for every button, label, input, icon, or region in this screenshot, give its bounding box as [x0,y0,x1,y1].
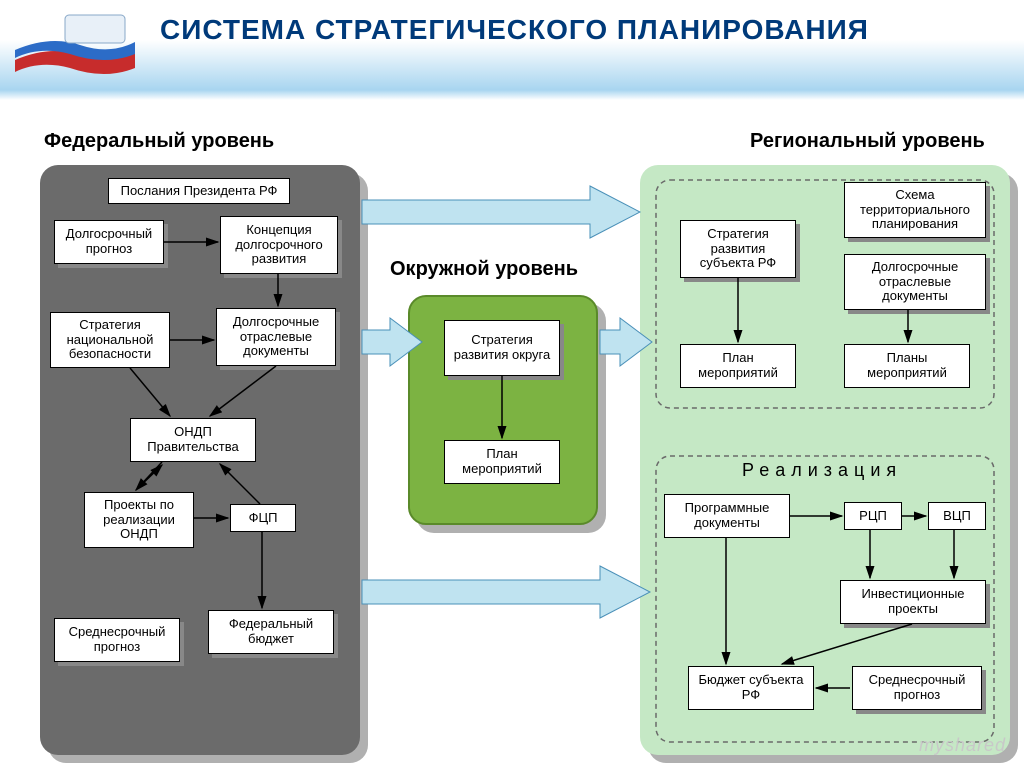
logo [10,10,140,80]
box-ondp: ОНДП Правительства [130,418,256,462]
box-district-plan: План мероприятий [444,440,560,484]
box-mid-forecast: Среднесрочный прогноз [54,618,180,662]
district-level-label: Окружной уровень [390,258,578,281]
box-ondp-projects: Проекты по реализации ОНДП [84,492,194,548]
box-reg-plan1: План мероприятий [680,344,796,388]
box-long-sector: Долгосрочные отраслевые документы [216,308,336,366]
header: 2 СИСТЕМА СТРАТЕГИЧЕСКОГО ПЛАНИРОВАНИЯ [0,0,1024,100]
box-fcp: ФЦП [230,504,296,532]
box-invest-projects: Инвестиционные проекты [840,580,986,624]
diagram-canvas: Федеральный уровень Окружной уровень Рег… [0,100,1024,768]
page-title: СИСТЕМА СТРАТЕГИЧЕСКОГО ПЛАНИРОВАНИЯ [160,14,869,46]
box-territorial-plan: Схема территориального планирования [844,182,986,238]
box-reg-long-sector: Долгосрочные отраслевые документы [844,254,986,310]
box-vcp: ВЦП [928,502,986,530]
watermark: myshared [919,735,1006,756]
box-rcp: РЦП [844,502,902,530]
box-reg-plan2: Планы мероприятий [844,344,970,388]
box-long-forecast: Долгосрочный прогноз [54,220,164,264]
box-subject-strategy: Стратегия развития субъекта РФ [680,220,796,278]
realization-label: Реализация [742,460,902,481]
regional-level-label: Региональный уровень [750,130,985,153]
box-concept-dev: Концепция долгосрочного развития [220,216,338,274]
box-reg-mid-forecast: Среднесрочный прогноз [852,666,982,710]
box-fed-budget: Федеральный бюджет [208,610,334,654]
box-nat-sec: Стратегия национальной безопасности [50,312,170,368]
federal-level-label: Федеральный уровень [44,130,274,153]
box-subject-budget: Бюджет субъекта РФ [688,666,814,710]
box-president-msg: Послания Президента РФ [108,178,290,204]
box-program-docs: Программные документы [664,494,790,538]
box-district-strategy: Стратегия развития округа [444,320,560,376]
